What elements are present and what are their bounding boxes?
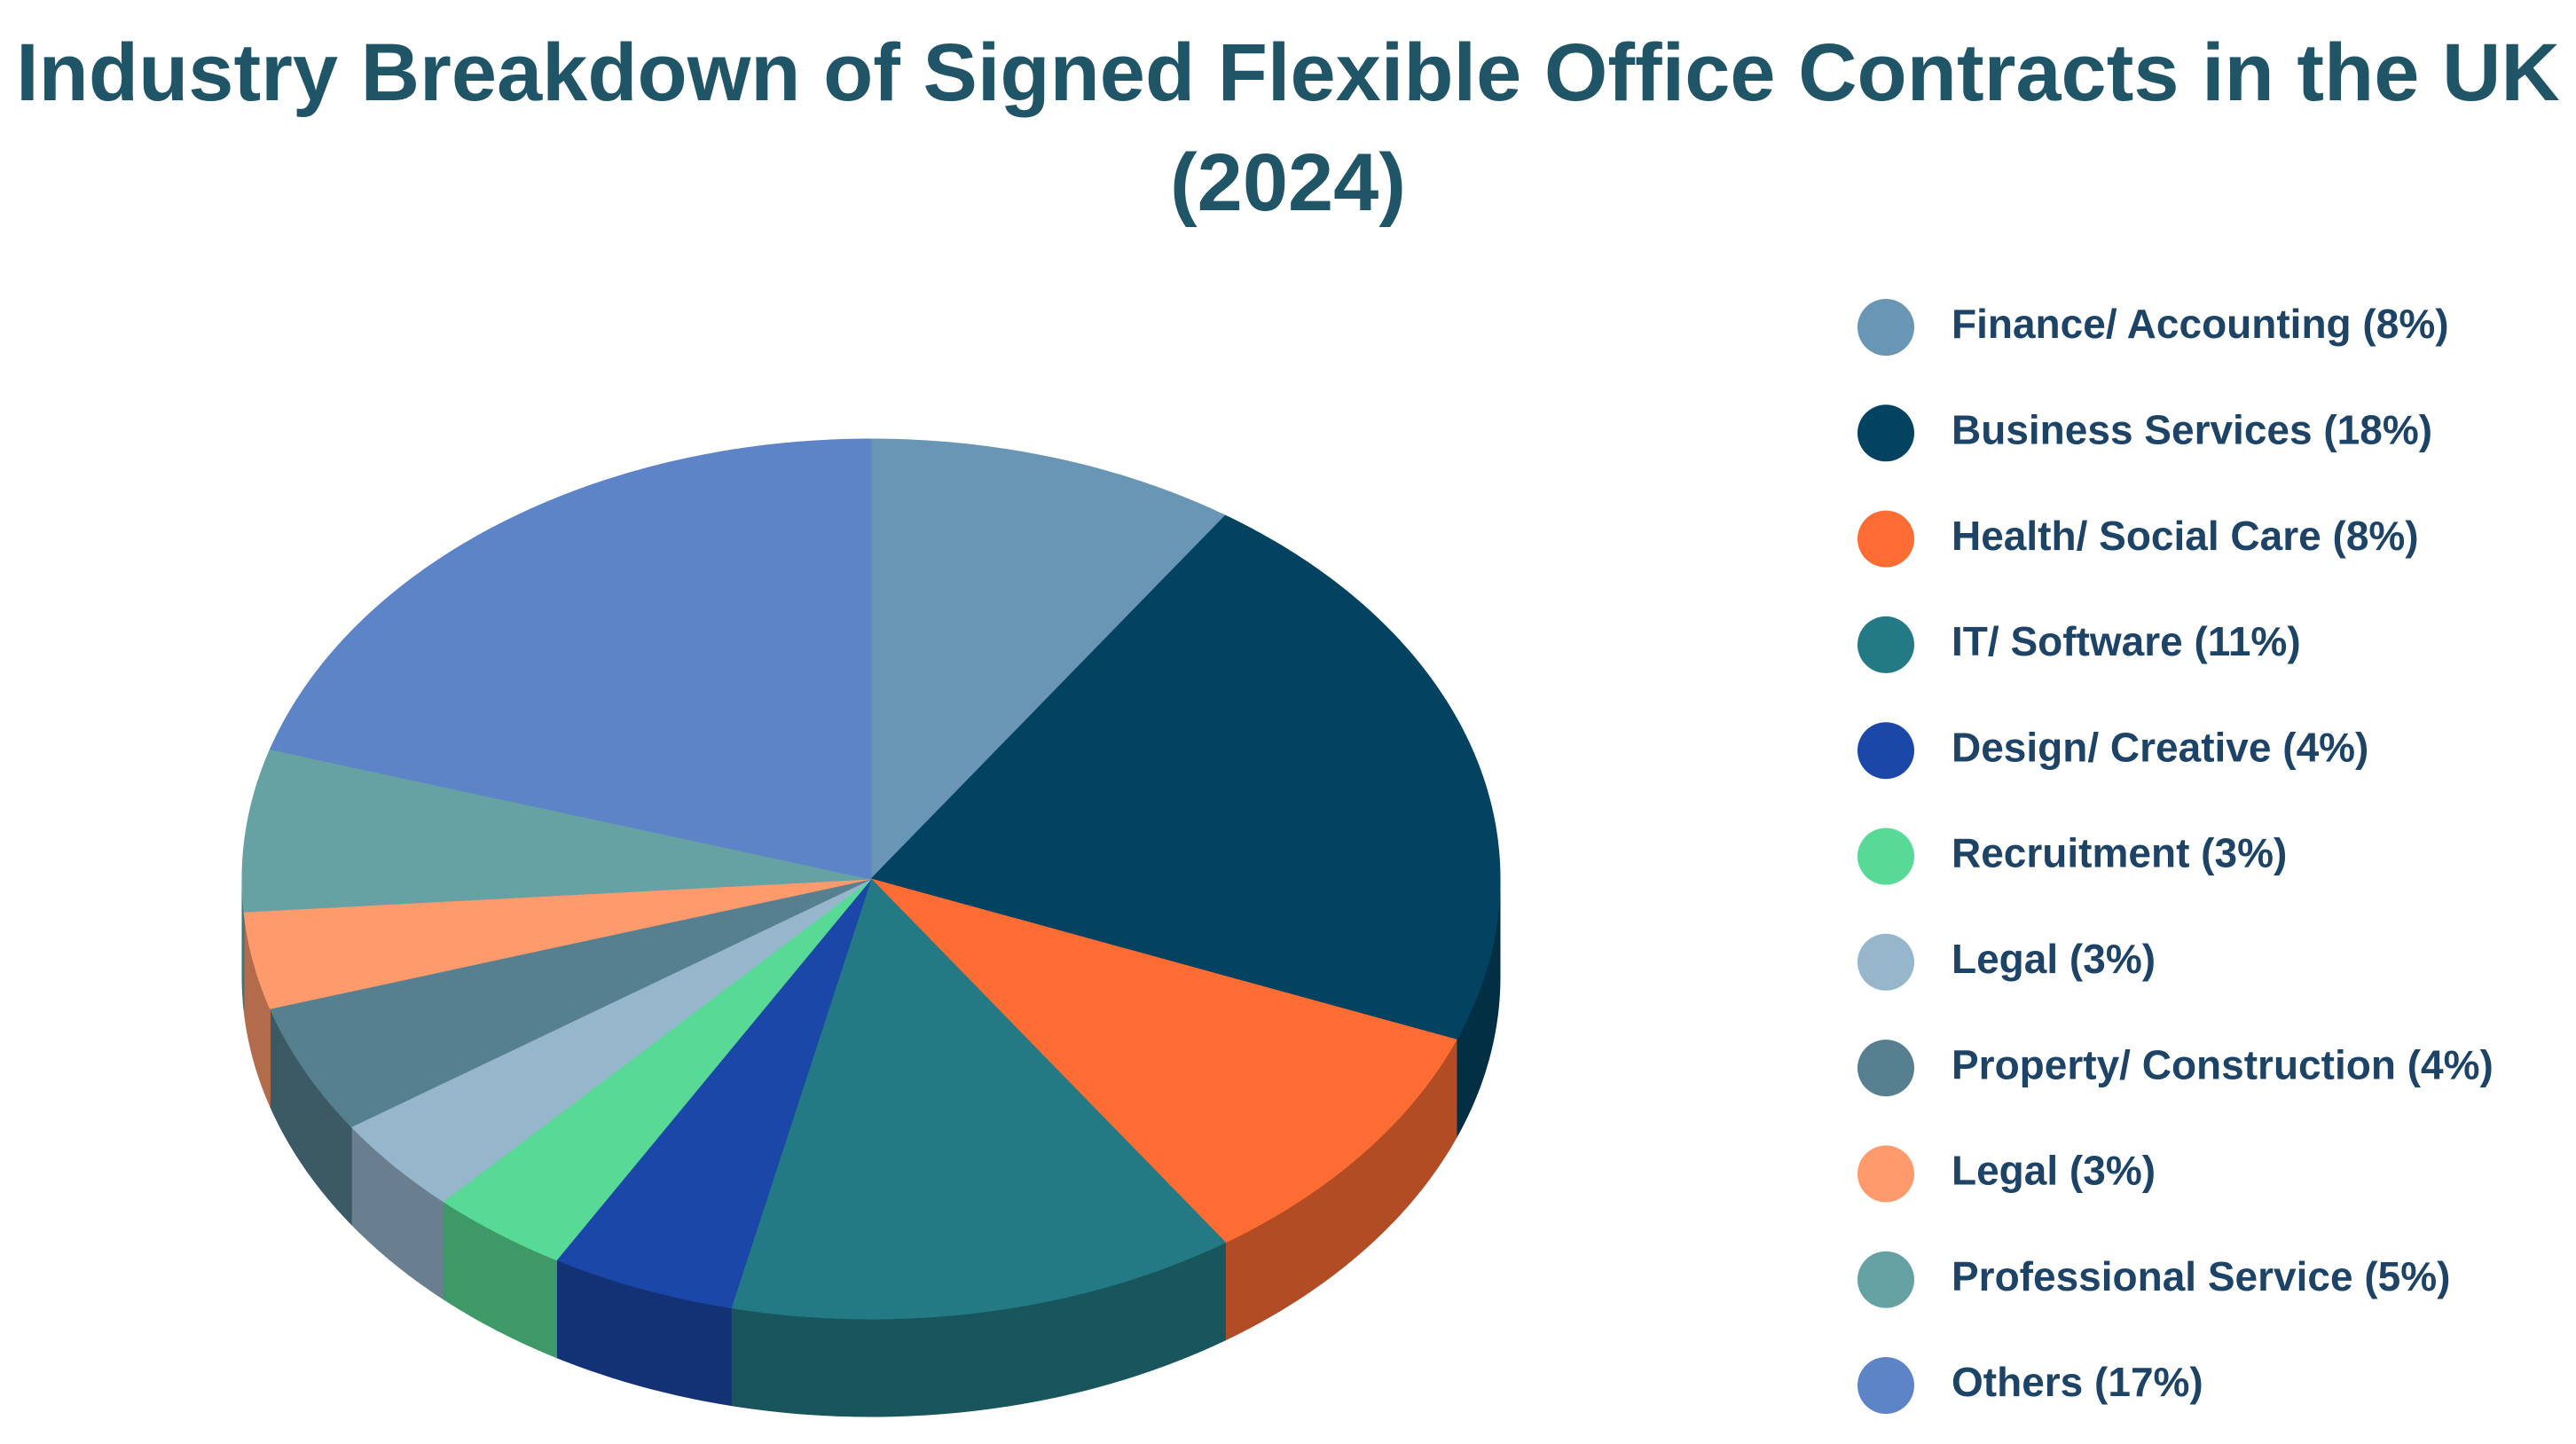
legend-label: Legal (3%) bbox=[1952, 1148, 2156, 1194]
slice bbox=[241, 749, 872, 913]
slice bbox=[442, 878, 872, 1261]
legend-swatch bbox=[1857, 828, 1914, 885]
legend-swatch bbox=[1857, 722, 1914, 780]
slice bbox=[269, 438, 872, 880]
slice bbox=[243, 878, 872, 1009]
legend-label: Legal (3%) bbox=[1952, 936, 2156, 982]
legend-swatch bbox=[1857, 299, 1914, 356]
legend-label: Finance/ Accounting (8%) bbox=[1952, 301, 2449, 347]
legend-swatch bbox=[1857, 933, 1914, 991]
legend-label: Professional Service (5%) bbox=[1952, 1253, 2450, 1299]
legend-swatch bbox=[1857, 510, 1914, 568]
legend-swatch bbox=[1857, 616, 1914, 673]
legend-label: Others (17%) bbox=[1952, 1359, 2203, 1405]
legend-label: Health/ Social Care (8%) bbox=[1952, 513, 2419, 559]
slice bbox=[870, 438, 1227, 881]
slice bbox=[555, 878, 872, 1309]
legend-label: Property/ Construction (4%) bbox=[1952, 1041, 2494, 1087]
legend-swatch bbox=[1857, 1357, 1914, 1414]
legend-swatch bbox=[1857, 1251, 1914, 1308]
legend-swatch bbox=[1857, 1040, 1914, 1097]
slice bbox=[730, 878, 1227, 1320]
legend-label: Design/ Creative (4%) bbox=[1952, 724, 2368, 770]
slice bbox=[869, 878, 1457, 1244]
legend-swatch bbox=[1857, 404, 1914, 462]
slice bbox=[269, 878, 872, 1128]
slice bbox=[350, 878, 872, 1203]
legend-label: Business Services (18%) bbox=[1952, 406, 2432, 452]
slice bbox=[870, 514, 1501, 1040]
legend-label: Recruitment (3%) bbox=[1952, 830, 2287, 876]
legend-label: IT/ Software (11%) bbox=[1952, 618, 2301, 664]
chart-title: Industry Breakdown of Signed Flexible Of… bbox=[16, 27, 2560, 228]
legend-swatch bbox=[1857, 1145, 1914, 1203]
